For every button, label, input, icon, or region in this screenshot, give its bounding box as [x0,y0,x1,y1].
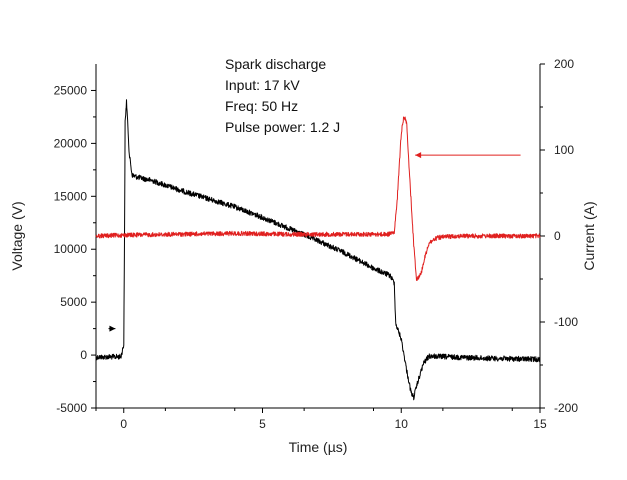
x-tick-label: 15 [533,417,547,431]
x-axis-title: Time (µs) [289,439,348,455]
y2-tick-label: -100 [554,315,578,329]
annotation-arrow-head [415,152,422,159]
y-tick-label: -5000 [56,401,87,415]
y-tick-label: 0 [80,348,87,362]
voltage-series-line [95,99,541,401]
annotation-arrow-head [109,325,116,332]
y-tick-label: 15000 [54,189,88,203]
annotation-line: Freq: 50 Hz [225,98,298,114]
y-axis-title: Voltage (V) [9,201,25,270]
axes: 0 5 10 15 -5000 0 5000 10000 15000 20000 25000 -200… [54,57,579,431]
series-group [95,99,541,401]
annotation-line: Spark discharge [225,56,326,72]
y-tick-label: 20000 [54,136,88,150]
annotation-line: Pulse power: 1.2 J [225,119,340,135]
y2-tick-label: 100 [554,143,574,157]
y-tick-label: 25000 [54,83,88,97]
y-tick-label: 5000 [60,295,87,309]
x-tick-label: 10 [395,417,409,431]
current-series-line [95,116,541,281]
x-tick-label: 5 [259,417,266,431]
y2-axis-title: Current (A) [581,201,597,270]
y2-tick-label: 0 [554,229,561,243]
arrow-group [108,152,521,332]
y2-tick-label: -200 [554,401,578,415]
x-tick-label: 0 [120,417,127,431]
annotation-line: Input: 17 kV [225,77,300,93]
y-tick-label: 10000 [54,242,88,256]
annotation-block: Spark discharge Input: 17 kV Freq: 50 Hz Pu… [225,56,340,135]
y2-tick-label: 200 [554,57,574,71]
